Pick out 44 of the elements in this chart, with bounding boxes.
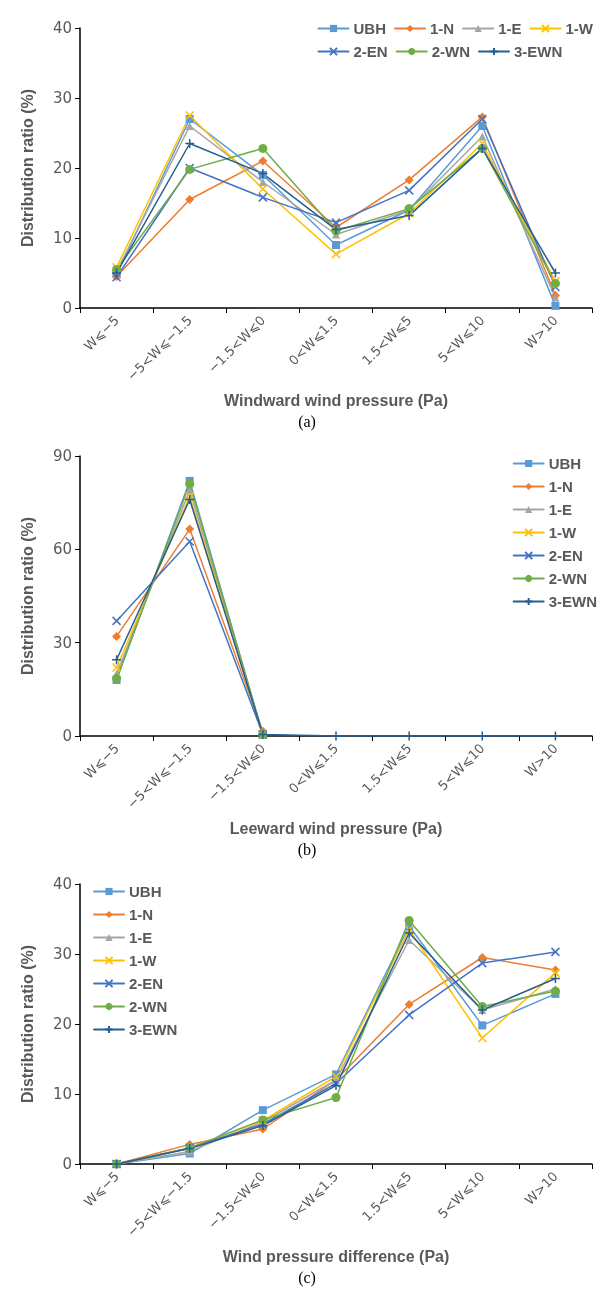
y-tick-label: 40	[52, 19, 72, 37]
y-tick-label: 10	[52, 229, 72, 247]
legend-label: 2-EN	[129, 975, 164, 992]
legend-label: 1-E	[548, 501, 573, 518]
legend-label: UBH	[353, 20, 386, 37]
legend-label: 1-E	[129, 929, 153, 946]
legend-label: UBH	[129, 883, 162, 900]
legend-label: 2-WN	[431, 43, 470, 60]
text: (a)	[298, 412, 316, 431]
x-axis-title: Wind pressure difference (Pa)	[222, 1247, 450, 1265]
legend-label: 2-WN	[129, 998, 168, 1015]
legend-label: 1-N	[548, 478, 573, 495]
y-tick-label: 0	[62, 727, 72, 745]
y-tick-label: 0	[62, 1155, 72, 1173]
y-tick-label: 60	[52, 540, 72, 559]
legend-label: 3-EWN	[514, 43, 563, 60]
y-tick-label: 0	[62, 299, 72, 317]
legend-label: 3-EWN	[548, 593, 598, 610]
legend-label: 2-WN	[548, 570, 587, 587]
y-tick-label: 40	[52, 875, 72, 893]
y-tick-label: 90	[52, 447, 72, 465]
text: (c)	[298, 1268, 316, 1287]
legend-label: 1-W	[129, 952, 158, 969]
y-tick-label: 30	[52, 945, 72, 963]
y-tick-label: 20	[52, 1015, 72, 1033]
y-tick-label: 30	[52, 89, 72, 107]
y-axis-title: Distribution ratio (%)	[18, 516, 36, 676]
y-tick-label: 20	[52, 159, 72, 177]
text: (b)	[297, 840, 317, 859]
y-axis-title: Distribution ratio (%)	[18, 88, 36, 248]
x-axis-title: Leeward wind pressure (Pa)	[229, 819, 443, 837]
legend-label: 2-EN	[353, 43, 388, 60]
x-axis-title: Windward wind pressure (Pa)	[224, 391, 448, 409]
legend-label: 1-W	[548, 524, 577, 541]
y-tick-label: 10	[52, 1085, 72, 1103]
legend-label: 3-EWN	[129, 1021, 178, 1038]
legend-label: 1-W	[565, 20, 594, 37]
legend-label: UBH	[548, 455, 582, 472]
legend-label: 2-EN	[548, 547, 583, 564]
y-tick-label: 30	[52, 633, 72, 652]
legend-label: 1-E	[498, 20, 522, 37]
legend-label: 1-N	[129, 906, 154, 923]
legend-label: 1-N	[429, 20, 455, 37]
y-axis-title: Distribution ratio (%)	[18, 944, 36, 1104]
